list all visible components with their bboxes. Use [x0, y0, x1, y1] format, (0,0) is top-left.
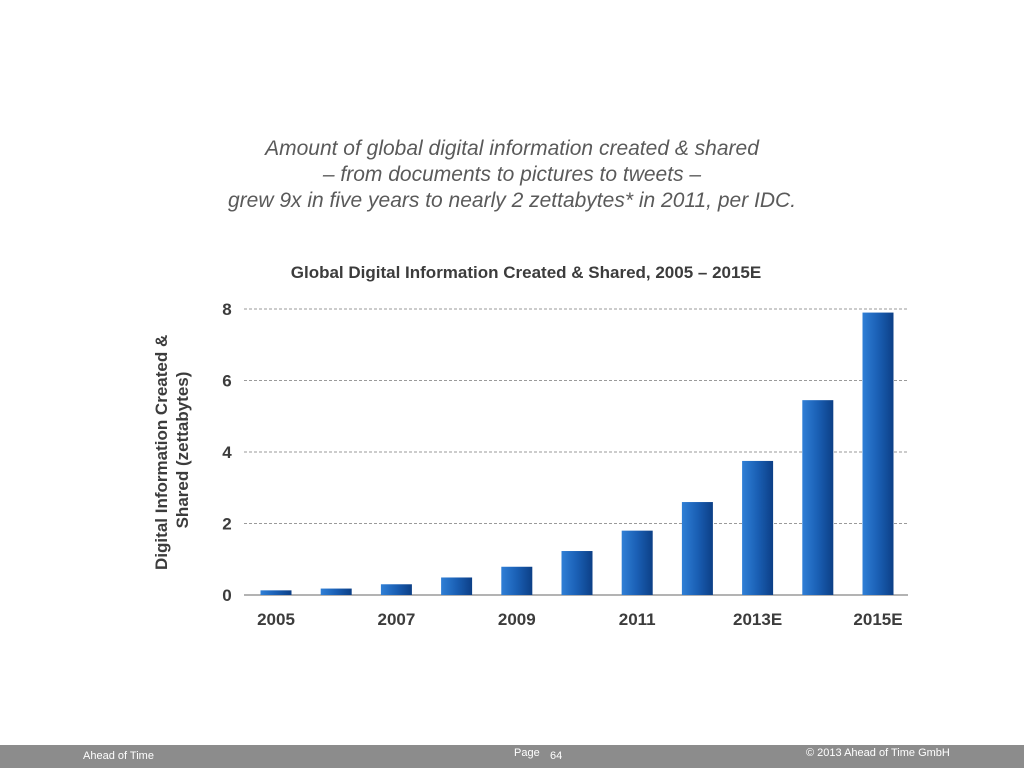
- headline-line-3: grew 9x in five years to nearly 2 zettab…: [227, 189, 797, 212]
- bar: [441, 577, 473, 595]
- x-tick-label: 2007: [377, 610, 415, 629]
- y-tick-label: 4: [222, 443, 232, 462]
- bar: [742, 460, 774, 595]
- bar: [380, 584, 412, 595]
- footer-bar: Ahead of Time Page 64 © 2013 Ahead of Ti…: [0, 745, 1024, 768]
- y-tick-label: 0: [222, 586, 231, 605]
- footer-page-number: 64: [550, 750, 563, 762]
- bar: [260, 590, 292, 595]
- bar: [501, 566, 533, 595]
- footer-copyright: © 2013 Ahead of Time GmbH: [806, 747, 950, 759]
- bar: [681, 502, 713, 595]
- x-tick-label: 2015E: [853, 610, 902, 629]
- x-tick-label: 2005: [257, 610, 295, 629]
- y-tick-label: 6: [222, 372, 231, 391]
- headline-line-2: – from documents to pictures to tweets –: [322, 163, 702, 186]
- x-tick-label: 2013E: [733, 610, 782, 629]
- bar: [862, 312, 894, 595]
- x-tick-label: 2011: [619, 610, 656, 629]
- y-axis-label-line-2: Shared (zettabytes): [173, 372, 192, 529]
- footer-page-label: Page: [514, 747, 540, 759]
- y-axis-label: Digital Information Created & Shared (ze…: [152, 330, 192, 570]
- y-axis-label-line-1: Digital Information Created &: [152, 335, 171, 570]
- y-tick-label: 8: [222, 300, 231, 319]
- x-tick-label: 2009: [498, 610, 536, 629]
- bar: [320, 588, 352, 595]
- bar: [561, 551, 593, 595]
- footer-company: Ahead of Time: [83, 750, 154, 762]
- bar: [621, 530, 653, 595]
- bar: [802, 400, 834, 595]
- y-tick-label: 2: [222, 515, 231, 534]
- bar-chart: Global Digital Information Created & Sha…: [152, 263, 908, 629]
- chart-title: Global Digital Information Created & Sha…: [291, 263, 761, 282]
- headline: Amount of global digital information cre…: [0, 136, 1024, 214]
- headline-line-1: Amount of global digital information cre…: [265, 137, 759, 160]
